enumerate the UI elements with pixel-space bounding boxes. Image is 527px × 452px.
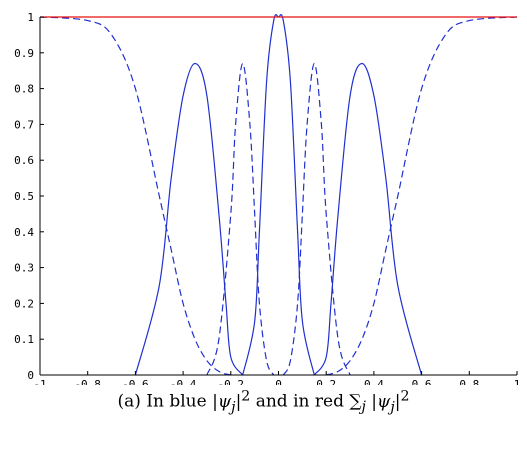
series-line-2	[313, 62, 423, 376]
figure-caption: (a) In blue |ψj|2 and in red ∑j |ψj|2	[0, 388, 527, 415]
caption-power-2: 2	[400, 388, 410, 404]
caption-power: 2	[241, 388, 251, 404]
x-tick-label: -1	[33, 378, 46, 385]
x-tick-label: -0.6	[122, 378, 149, 385]
y-tick-label: 0.1	[14, 333, 34, 346]
series-line-7	[282, 62, 351, 376]
series-line-4	[39, 16, 231, 376]
y-tick-label: 1	[27, 11, 34, 24]
y-tick-label: 0.9	[14, 47, 34, 60]
x-tick-label: 0.8	[459, 378, 479, 385]
y-tick-label: 0	[27, 369, 34, 382]
caption-psi-2: ψ	[377, 391, 391, 412]
y-tick-label: 0.8	[14, 83, 34, 96]
caption-psi-sub-2: j	[390, 399, 395, 416]
x-tick-label: 1	[514, 378, 521, 385]
y-tick-label: 0.5	[14, 190, 34, 203]
x-tick-label: 0.4	[364, 378, 384, 385]
y-tick-label: 0.6	[14, 154, 34, 167]
y-tick-label: 0.2	[14, 297, 34, 310]
caption-psi: ψ	[217, 391, 232, 412]
series-line-1	[134, 62, 244, 376]
series-layer	[39, 14, 518, 376]
caption-psi-sub: j	[231, 399, 236, 416]
x-tick-label: -0.4	[170, 378, 197, 385]
y-tick-labels: 0 0.1 0.2 0.3 0.4 0.5 0.6 0.7 0.8 0.9 1	[14, 11, 34, 382]
series-line-5	[326, 16, 518, 376]
y-tick-label: 0.7	[14, 118, 34, 131]
caption-middle: and in red	[250, 391, 350, 412]
y-tick-label: 0.3	[14, 262, 34, 275]
caption-prefix: (a) In blue	[117, 391, 213, 412]
x-tick-label: 0	[275, 378, 282, 385]
caption-sum-index: j	[361, 399, 366, 416]
caption-red-term: |ψj|2	[365, 388, 410, 416]
x-tick-labels: -1 -0.8 -0.6 -0.4 -0.2 0 0.2 0.4 0.6 0.8 1	[33, 378, 520, 385]
x-tick-label: -0.8	[74, 378, 101, 385]
caption-sum-symbol: ∑	[349, 391, 362, 412]
x-tick-label: -0.2	[218, 378, 245, 385]
axis-layer	[39, 16, 518, 376]
chart: 0 0.1 0.2 0.3 0.4 0.5 0.6 0.7 0.8 0.9 1 -1 -0.8 -0.6…	[14, 11, 520, 385]
x-tick-label: 0.6	[412, 378, 432, 385]
x-tick-label: 0.2	[316, 378, 336, 385]
y-tick-label: 0.4	[14, 226, 34, 239]
series-line-6	[206, 62, 275, 376]
caption-blue-term: |ψj|2	[212, 388, 251, 416]
